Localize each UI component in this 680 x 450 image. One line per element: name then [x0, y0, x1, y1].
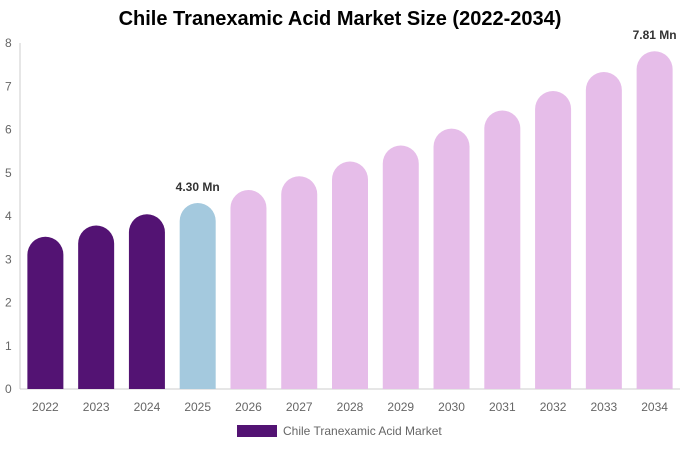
x-tick-label-2033: 2033 — [590, 400, 617, 414]
y-tick-label: 7 — [5, 79, 12, 93]
bars — [27, 51, 673, 389]
bar-2024 — [128, 214, 165, 389]
bar-2033 — [585, 71, 622, 389]
x-tick-label-2026: 2026 — [235, 400, 262, 414]
x-tick-label-2025: 2025 — [184, 400, 211, 414]
bar-2022 — [27, 236, 64, 389]
data-label-2034: 7.81 Mn — [633, 28, 677, 42]
legend[interactable]: Chile Tranexamic Acid Market — [237, 424, 442, 438]
x-tick-label-2030: 2030 — [438, 400, 465, 414]
bar-2029 — [382, 145, 419, 389]
bar-2028 — [332, 161, 368, 389]
x-tick-label-2023: 2023 — [83, 400, 110, 414]
x-tick-label-2027: 2027 — [286, 400, 313, 414]
bar-2034 — [636, 51, 673, 389]
bar-2025 — [179, 203, 216, 389]
bar-2027 — [281, 176, 318, 389]
y-tick-label: 1 — [5, 339, 12, 353]
bar-2032 — [535, 91, 572, 389]
y-tick-label: 0 — [5, 382, 12, 396]
y-tick-label: 2 — [5, 296, 12, 310]
y-tick-label: 4 — [5, 209, 12, 223]
legend-swatch — [237, 425, 277, 437]
chart-title: Chile Tranexamic Acid Market Size (2022-… — [118, 8, 562, 30]
bar-2031 — [484, 110, 521, 389]
bar-2030 — [433, 128, 470, 389]
x-tick-label-2034: 2034 — [641, 400, 668, 414]
x-tick-label-2029: 2029 — [387, 400, 414, 414]
y-tick-label: 8 — [5, 36, 12, 50]
bar-2023 — [78, 225, 115, 389]
x-tick-label-2032: 2032 — [540, 400, 567, 414]
x-tick-label-2024: 2024 — [134, 400, 161, 414]
legend-label: Chile Tranexamic Acid Market — [283, 424, 442, 438]
x-tick-label-2028: 2028 — [337, 400, 364, 414]
data-label-2025: 4.30 Mn — [176, 180, 220, 194]
y-tick-label: 6 — [5, 123, 12, 137]
x-tick-label-2031: 2031 — [489, 400, 516, 414]
y-tick-label: 3 — [5, 252, 12, 266]
x-tick-label-2022: 2022 — [32, 400, 59, 414]
bar-2026 — [230, 190, 267, 389]
y-tick-label: 5 — [5, 166, 12, 180]
labels: 2022 2023 2024 2025 4.30 Mn 2026 2027 2028 2029 2… — [32, 28, 677, 414]
